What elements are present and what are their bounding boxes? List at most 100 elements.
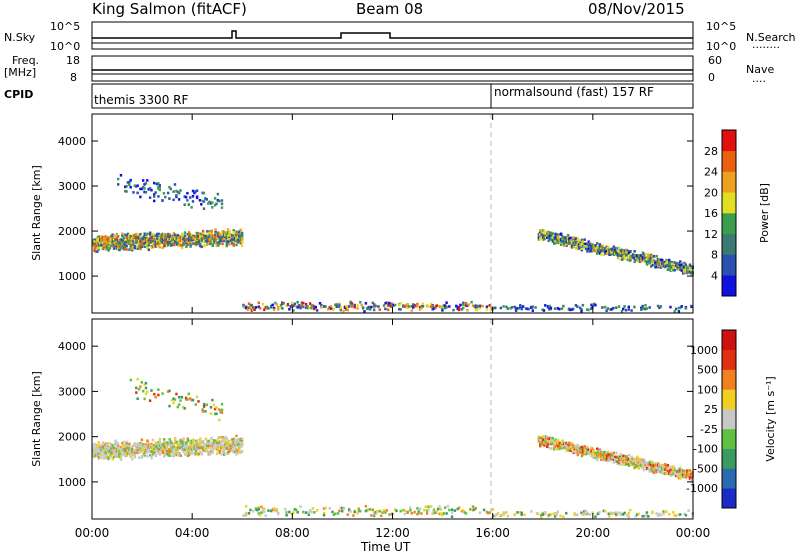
power-data-point bbox=[679, 268, 682, 272]
power-data-point bbox=[559, 243, 563, 246]
power-data-point bbox=[172, 190, 175, 193]
power-data-point bbox=[462, 301, 465, 305]
power-data-point bbox=[182, 234, 185, 237]
velocity-data-point bbox=[556, 510, 560, 513]
velocity-data-point bbox=[168, 454, 171, 457]
power-data-point bbox=[169, 187, 172, 191]
power-data-point bbox=[288, 308, 291, 311]
power-data-point bbox=[224, 235, 227, 238]
power-data-point bbox=[564, 236, 567, 240]
power-data-point bbox=[416, 304, 419, 308]
power-data-point bbox=[659, 305, 662, 308]
velocity-data-point bbox=[225, 437, 228, 440]
velocity-data-point bbox=[193, 446, 196, 450]
power-data-point bbox=[126, 181, 130, 184]
velocity-data-point bbox=[680, 474, 683, 478]
velocity-data-point bbox=[150, 444, 153, 447]
power-data-point bbox=[139, 238, 142, 241]
velocity-data-point bbox=[597, 454, 600, 457]
velocity-data-point bbox=[215, 412, 218, 416]
power-data-point bbox=[580, 242, 584, 246]
power-data-point bbox=[115, 236, 119, 240]
beam-title: Beam 08 bbox=[356, 0, 423, 18]
velocity-data-point bbox=[643, 458, 646, 461]
velocity-data-point bbox=[169, 442, 173, 445]
nsearch-tick-bottom: 10^0 bbox=[706, 40, 736, 53]
power-data-point bbox=[540, 236, 543, 239]
velocity-data-point bbox=[225, 444, 228, 447]
power-data-point bbox=[178, 238, 181, 241]
power-data-point bbox=[445, 301, 448, 304]
velocity-data-point bbox=[217, 444, 220, 447]
velocity-data-point bbox=[594, 515, 597, 519]
velocity-data-point bbox=[619, 453, 622, 456]
power-data-point bbox=[239, 241, 242, 245]
velocity-data-point bbox=[238, 448, 241, 451]
power-data-point bbox=[225, 242, 228, 246]
power-data-point bbox=[125, 190, 128, 193]
power-data-point bbox=[510, 306, 514, 309]
velocity-data-point bbox=[129, 378, 132, 382]
velocity-data-point bbox=[112, 450, 116, 453]
velocity-data-point bbox=[131, 454, 134, 457]
power-data-point bbox=[373, 308, 376, 312]
power-data-point bbox=[681, 272, 685, 275]
velocity-ytick-label: 2000 bbox=[58, 431, 86, 444]
velocity-data-point bbox=[632, 461, 635, 465]
velocity-colorbar-tick-label: -1000 bbox=[686, 482, 718, 495]
power-data-point bbox=[543, 232, 546, 235]
velocity-data-point bbox=[121, 450, 124, 454]
velocity-data-point bbox=[427, 508, 430, 512]
power-data-point bbox=[210, 242, 213, 245]
nave-dots: .... bbox=[752, 72, 766, 85]
power-data-point bbox=[247, 302, 251, 305]
velocity-data-point bbox=[520, 511, 523, 515]
power-data-point bbox=[240, 240, 244, 244]
velocity-data-point bbox=[151, 452, 155, 456]
power-data-point bbox=[462, 303, 465, 306]
velocity-data-point bbox=[137, 456, 141, 459]
velocity-data-point bbox=[158, 444, 162, 447]
velocity-data-point bbox=[413, 510, 416, 514]
velocity-data-point bbox=[124, 452, 127, 456]
power-data-point bbox=[208, 234, 212, 237]
power-data-point bbox=[158, 188, 161, 192]
power-data-point bbox=[232, 238, 235, 241]
power-data-point bbox=[292, 304, 295, 308]
power-data-point bbox=[156, 232, 159, 236]
power-data-point bbox=[186, 242, 189, 246]
power-data-point bbox=[310, 306, 313, 310]
power-data-point bbox=[211, 234, 214, 238]
power-data-point bbox=[366, 307, 369, 310]
velocity-data-point bbox=[665, 464, 668, 468]
velocity-data-point bbox=[224, 435, 227, 439]
velocity-data-point bbox=[564, 444, 567, 447]
velocity-data-point bbox=[165, 444, 169, 448]
velocity-data-point bbox=[182, 440, 185, 444]
power-data-point bbox=[196, 232, 199, 235]
power-data-point bbox=[119, 247, 123, 250]
power-data-point bbox=[655, 265, 658, 268]
power-data-point bbox=[207, 230, 210, 233]
velocity-data-point bbox=[140, 443, 144, 446]
time-tick-label: 12:00 bbox=[375, 526, 410, 540]
power-data-point bbox=[320, 303, 323, 307]
power-data-point bbox=[101, 247, 105, 251]
velocity-data-point bbox=[115, 441, 119, 444]
power-data-point bbox=[494, 306, 497, 310]
power-data-point bbox=[139, 187, 142, 191]
power-data-point bbox=[207, 202, 210, 205]
velocity-data-point bbox=[652, 470, 656, 474]
power-data-point bbox=[681, 264, 685, 268]
nsearch-label: N.Search bbox=[746, 31, 796, 44]
power-data-point bbox=[150, 236, 153, 239]
power-data-point bbox=[239, 228, 242, 232]
power-data-point bbox=[418, 308, 422, 311]
velocity-data-point bbox=[182, 447, 185, 451]
power-data-point bbox=[188, 241, 191, 245]
power-data-point bbox=[124, 233, 127, 237]
velocity-data-point bbox=[214, 442, 217, 445]
velocity-data-point bbox=[665, 472, 668, 475]
velocity-data-point bbox=[684, 513, 688, 517]
power-data-point bbox=[128, 240, 131, 243]
